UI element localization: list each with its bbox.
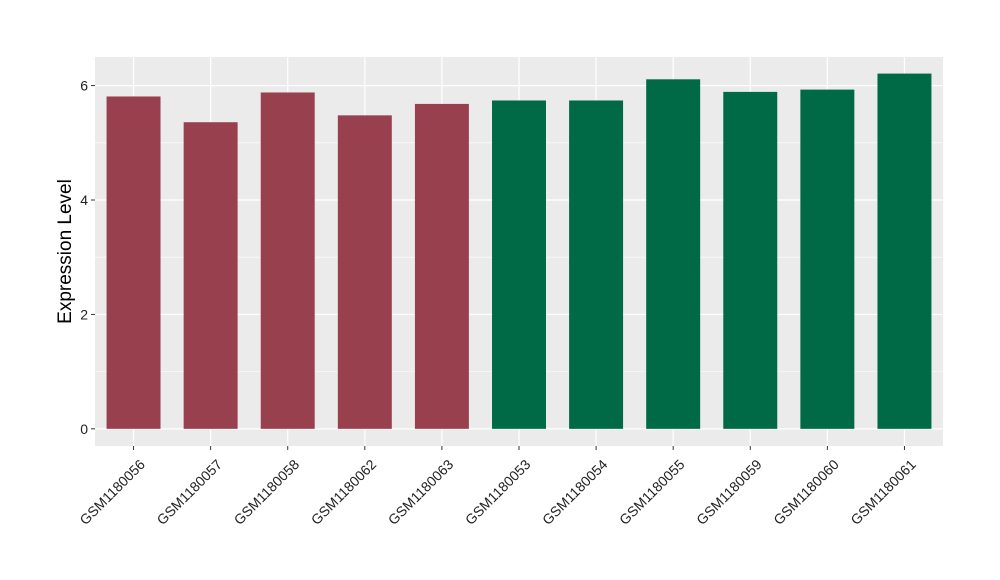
y-axis: 0 2 4 6 — [80, 78, 95, 437]
x-tick-label: GSM1180058 — [231, 456, 303, 528]
x-tick-label: GSM1180061 — [847, 456, 919, 528]
x-tick-label: GSM1180053 — [462, 456, 534, 528]
x-tick-label: GSM1180059 — [693, 456, 765, 528]
bar-GSM1180059 — [723, 91, 778, 429]
x-tick-label: GSM1180063 — [385, 456, 457, 528]
x-tick-label: GSM1180057 — [153, 456, 225, 528]
bar-GSM1180061 — [877, 73, 932, 429]
x-tick-label: GSM1180056 — [76, 456, 148, 528]
y-tick-label: 0 — [80, 421, 88, 437]
bar-GSM1180053 — [492, 100, 546, 429]
x-tick-label: GSM1180055 — [616, 456, 688, 528]
bar-GSM1180056 — [106, 96, 161, 429]
y-tick-label: 4 — [80, 192, 88, 208]
y-tick-label: 2 — [80, 306, 88, 322]
bars — [106, 73, 932, 429]
x-tick-label: GSM1180062 — [308, 456, 380, 528]
y-axis-title: Expression Level — [55, 179, 76, 324]
bar-GSM1180057 — [183, 122, 238, 429]
x-axis: GSM1180056 GSM1180057 GSM1180058 GSM1180062… — [76, 446, 919, 528]
x-tick-label: GSM1180054 — [539, 456, 611, 528]
bar-GSM1180058 — [260, 92, 315, 429]
bar-GSM1180062 — [337, 115, 392, 429]
bar-GSM1180060 — [800, 89, 855, 429]
y-tick-label: 6 — [80, 78, 88, 94]
x-tick-label: GSM1180060 — [770, 456, 842, 528]
bar-GSM1180063 — [414, 103, 469, 429]
bar-GSM1180055 — [646, 79, 701, 429]
bar-GSM1180054 — [569, 100, 624, 429]
